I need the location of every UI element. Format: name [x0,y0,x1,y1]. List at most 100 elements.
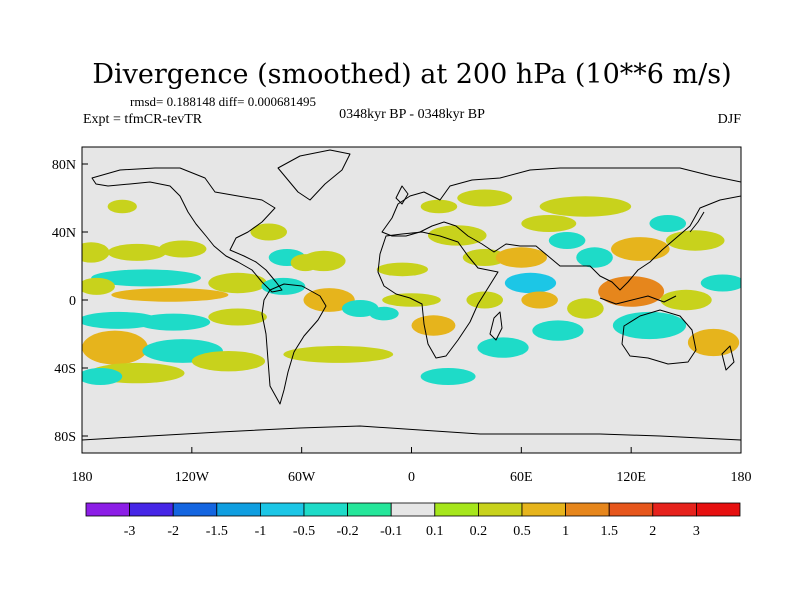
colorbar-swatch [390,502,436,517]
anomaly-patch [82,242,110,263]
colorbar-swatch [565,502,610,517]
anomaly-patch [521,215,577,232]
colorbar-label: -1.5 [206,524,228,539]
chart-title: Divergence (smoothed) at 200 hPa (10**6 … [92,59,731,90]
anomaly-patch [369,306,399,321]
anomaly-patch [420,368,476,385]
coastline-indonesia [599,295,677,305]
anomaly-patch [477,337,529,358]
anomaly-patch [567,298,604,319]
anomaly-patch [82,330,148,365]
anomaly-patch [261,277,306,295]
colorbar-swatch [85,502,130,517]
coastline-greenland [277,149,351,201]
anomaly-patch [107,243,167,261]
anomaly-patch [283,345,394,363]
anomaly-patch [466,291,504,309]
anomaly-patch [495,247,547,268]
y-tick-label: 80S [54,430,76,445]
anomaly-patch [649,215,687,232]
anomaly-patch [532,320,584,341]
anomaly-patch [612,311,687,340]
anomaly-patch [191,351,266,372]
anomaly-patch [504,272,557,294]
colorbar-label: 1 [562,524,569,539]
colorbar-swatch [477,502,523,517]
y-tick-label: 40N [52,226,76,241]
anomaly-patch [548,232,586,249]
x-tick-label: 180 [72,470,93,485]
anomaly-patch [539,196,632,217]
x-tick-label: 60E [510,470,533,485]
coastline-uk [395,185,409,205]
colorbar-label: 0.5 [513,524,531,539]
colorbar-swatch [259,502,305,517]
colorbar-swatch [129,502,174,517]
map-area [82,147,741,453]
anomaly-patch [208,272,267,294]
colorbar-label: 0.1 [426,524,444,539]
anomaly-patch [611,237,670,261]
coastline-new-zealand [721,345,735,371]
colorbar-label: 1.5 [600,524,618,539]
anomaly-patch [700,274,741,292]
period-label: 0348kyr BP - 0348kyr BP [339,107,485,122]
anomaly-patch [91,269,201,287]
anomaly-patch [598,276,665,307]
colorbar-swatch [216,502,261,517]
anomaly-patch [457,189,513,207]
anomaly-patch [111,288,229,302]
divergence-field [82,189,741,385]
anomaly-patch [82,277,115,295]
coastline-japan [689,211,705,233]
season-label: DJF [718,112,742,127]
anomaly-patch [208,308,267,326]
colorbar-label: -0.1 [380,524,402,539]
colorbar-label: -2 [167,524,179,539]
anomaly-patch [341,300,379,317]
anomaly-patch [107,199,137,214]
anomaly-patch [660,289,712,311]
x-tick-label: 60W [288,470,316,485]
colorbar-swatch [521,502,566,517]
x-tick-label: 120W [175,470,210,485]
anomaly-patch [301,250,346,272]
anomaly-patch [82,368,123,385]
colorbar-label: 0.2 [470,524,488,539]
anomaly-patch [427,225,487,246]
colorbar-label: -0.2 [337,524,359,539]
colorbar-swatch [696,502,741,517]
x-tick-label: 180 [731,470,752,485]
anomaly-patch [521,291,558,309]
colorbar-swatch [434,502,479,517]
colorbar-label: -0.5 [293,524,315,539]
coastline-south-america [261,283,327,405]
anomaly-patch [376,262,428,277]
colorbar-swatch [172,502,218,517]
colorbar-swatch [652,502,697,517]
colorbar-label: 2 [649,524,656,539]
y-tick-label: 40S [54,362,76,377]
anomaly-patch [462,249,507,266]
stats-text: rmsd= 0.188148 diff= 0.000681495 [130,94,316,109]
colorbar-label: 3 [693,524,700,539]
colorbar-label: -1 [255,524,267,539]
x-axis-ticks: 180 120W 60W 0 60E 120E 180 [72,447,752,485]
experiment-label: Expt = tfmCR-tevTR [83,112,203,127]
anomaly-patch [136,313,211,331]
coastline-antarctica [82,425,741,441]
coastline-australia [621,309,697,365]
coastline-madagascar [489,311,503,341]
anomaly-patch [420,199,458,214]
coastline-eurasia [381,167,741,291]
anomaly-patch [411,315,456,336]
y-tick-label: 0 [69,294,76,309]
coastlines [82,149,741,441]
colorbar-swatch [608,502,654,517]
anomaly-patch [576,247,613,268]
anomaly-patch [158,240,207,258]
colorbar-swatch [303,502,348,517]
y-axis-ticks: 80N 40N 0 40S 80S [52,158,88,445]
y-tick-label: 80N [52,158,76,173]
